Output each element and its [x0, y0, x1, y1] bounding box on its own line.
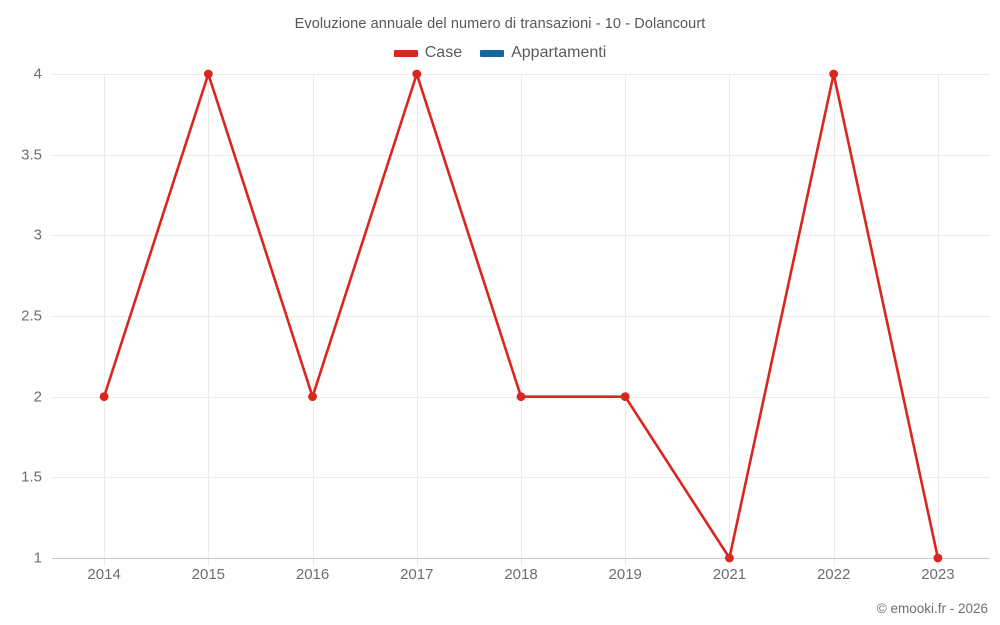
- legend-item-appartamenti[interactable]: Appartamenti: [480, 45, 606, 61]
- data-point-case[interactable]: [516, 392, 526, 402]
- x-axis-tick-label: 2023: [921, 566, 955, 583]
- y-axis-tick-label: 1.5: [21, 468, 42, 486]
- data-point-case[interactable]: [620, 392, 630, 402]
- y-axis-tick-label: 3: [33, 226, 42, 244]
- series-markers: [99, 69, 943, 563]
- y-axis-tick-label: 2.5: [21, 307, 42, 325]
- data-point-case[interactable]: [725, 553, 734, 563]
- x-axis-tick-label: 2022: [816, 566, 851, 583]
- x-gridlines: [104, 74, 939, 566]
- data-point-case[interactable]: [412, 69, 422, 79]
- y-axis-tick-label: 2: [33, 388, 42, 406]
- data-point-case[interactable]: [308, 392, 317, 402]
- x-axis-tick-label: 2017: [400, 566, 434, 583]
- x-axis-tick-label: 2016: [295, 566, 330, 583]
- data-point-case[interactable]: [203, 69, 213, 79]
- legend-swatch-appartamenti: [480, 49, 505, 57]
- x-axis-tick-label: 2015: [191, 566, 226, 583]
- data-point-case[interactable]: [933, 553, 943, 563]
- x-axis-tick-label: 2019: [608, 566, 642, 583]
- x-axis-tick-label: 2014: [87, 566, 121, 583]
- y-axis-tick-label: 3.5: [21, 146, 42, 164]
- legend-item-case[interactable]: Case: [393, 44, 463, 61]
- y-axis-tick-label: 1: [33, 549, 42, 567]
- legend-label-case: Case: [424, 44, 463, 61]
- y-axis-tick-label: 4: [33, 65, 42, 83]
- chart-title: Evoluzione annuale del numero di transaz…: [294, 16, 706, 32]
- data-point-case[interactable]: [99, 392, 109, 402]
- chart-legend: Case Appartamenti: [0, 45, 1000, 61]
- x-axis-tick-label: 2018: [504, 566, 538, 583]
- data-point-case[interactable]: [829, 69, 839, 79]
- legend-swatch-case: [393, 49, 418, 57]
- footer-credit: © emooki.fr - 2026: [876, 601, 988, 616]
- legend-label-appartamenti: Appartamenti: [511, 44, 607, 61]
- x-axis-tick-label: 2021: [712, 566, 747, 583]
